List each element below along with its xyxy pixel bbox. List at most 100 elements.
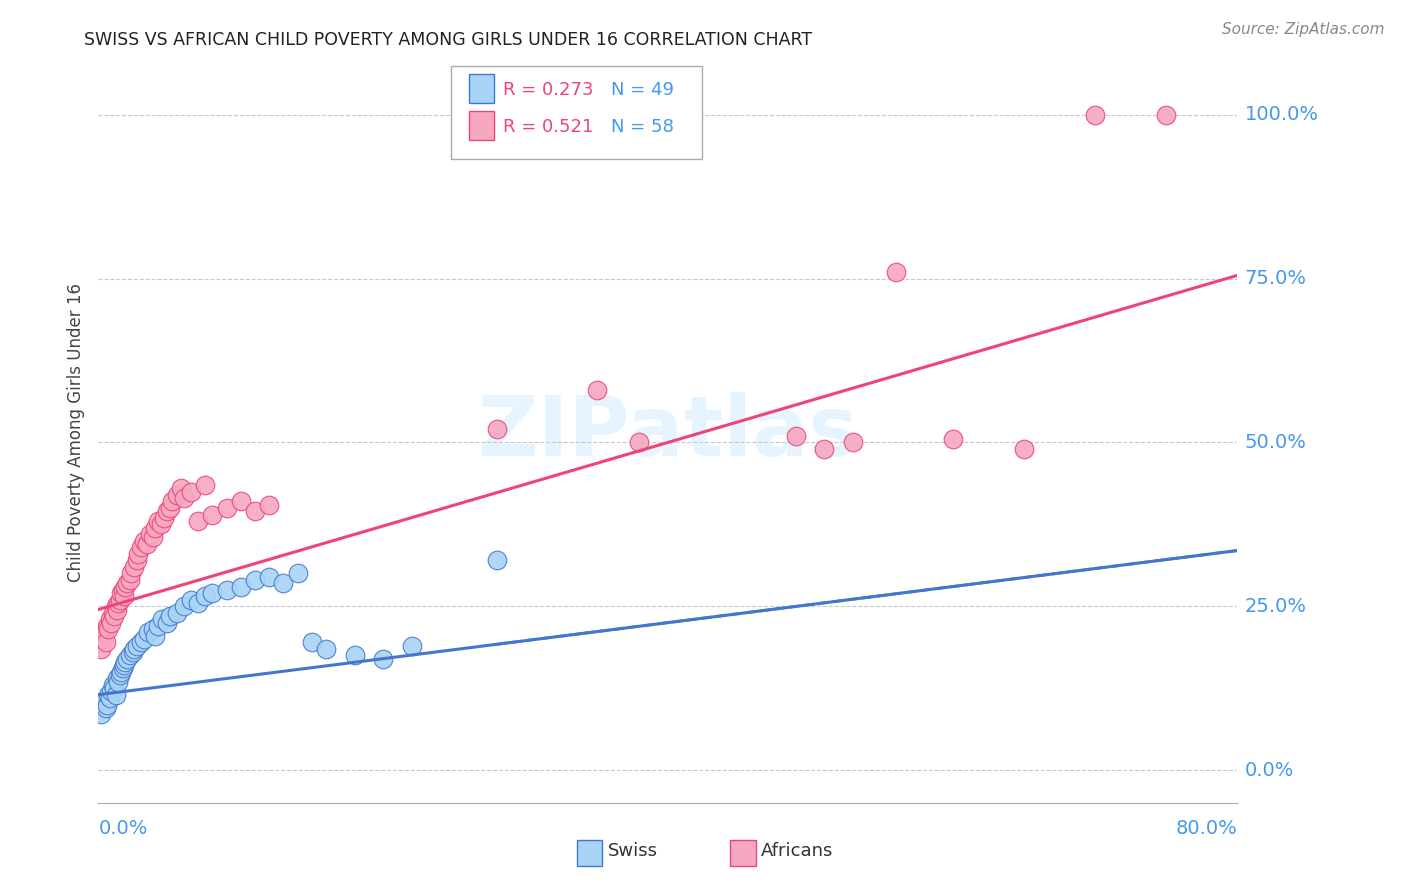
- Point: [108, 592, 131, 607]
- Point: [301, 635, 323, 649]
- Point: [111, 582, 134, 597]
- Text: SWISS VS AFRICAN CHILD POVERTY AMONG GIRLS UNDER 16 CORRELATION CHART: SWISS VS AFRICAN CHILD POVERTY AMONG GIR…: [84, 31, 813, 49]
- Point: [94, 700, 117, 714]
- Point: [1012, 442, 1035, 456]
- Text: 50.0%: 50.0%: [1244, 433, 1306, 452]
- Point: [173, 599, 195, 614]
- Point: [194, 478, 217, 492]
- Point: [98, 690, 121, 705]
- Point: [104, 688, 127, 702]
- Point: [229, 580, 252, 594]
- Point: [243, 504, 266, 518]
- FancyBboxPatch shape: [576, 840, 602, 866]
- Y-axis label: Child Poverty Among Girls Under 16: Child Poverty Among Girls Under 16: [66, 283, 84, 582]
- Point: [373, 651, 395, 665]
- Point: [287, 566, 309, 581]
- Point: [194, 590, 217, 604]
- Text: Africans: Africans: [761, 842, 834, 860]
- Point: [159, 609, 181, 624]
- Point: [111, 661, 134, 675]
- Point: [401, 639, 423, 653]
- Point: [156, 504, 179, 518]
- Point: [201, 586, 224, 600]
- Point: [842, 435, 865, 450]
- Point: [785, 429, 807, 443]
- Point: [180, 592, 202, 607]
- Point: [156, 615, 179, 630]
- FancyBboxPatch shape: [468, 73, 494, 103]
- Point: [315, 641, 337, 656]
- Text: 80.0%: 80.0%: [1175, 819, 1237, 838]
- Point: [215, 582, 238, 597]
- Text: 25.0%: 25.0%: [1244, 597, 1306, 615]
- Point: [145, 521, 167, 535]
- Point: [486, 422, 509, 436]
- Point: [90, 641, 112, 656]
- Point: [101, 678, 124, 692]
- Point: [215, 500, 238, 515]
- Point: [110, 586, 132, 600]
- Point: [148, 514, 170, 528]
- Point: [129, 541, 152, 555]
- Point: [136, 625, 159, 640]
- Point: [105, 602, 128, 616]
- Point: [115, 576, 138, 591]
- Point: [1084, 108, 1107, 122]
- Point: [115, 651, 138, 665]
- Point: [138, 527, 160, 541]
- Text: N = 49: N = 49: [612, 81, 673, 99]
- Point: [96, 619, 118, 633]
- Point: [127, 547, 149, 561]
- FancyBboxPatch shape: [451, 66, 702, 159]
- Point: [90, 707, 112, 722]
- Point: [129, 635, 152, 649]
- Point: [122, 560, 145, 574]
- Point: [114, 655, 136, 669]
- Point: [180, 484, 202, 499]
- Text: R = 0.521: R = 0.521: [503, 118, 593, 136]
- Point: [98, 612, 121, 626]
- Point: [813, 442, 835, 456]
- Point: [97, 622, 120, 636]
- Point: [170, 481, 193, 495]
- Point: [104, 599, 127, 614]
- Point: [122, 641, 145, 656]
- Text: 100.0%: 100.0%: [1244, 105, 1319, 124]
- Point: [100, 684, 122, 698]
- Point: [152, 612, 174, 626]
- Point: [585, 383, 607, 397]
- Text: 0.0%: 0.0%: [1244, 761, 1294, 780]
- Text: R = 0.273: R = 0.273: [503, 81, 593, 99]
- Point: [162, 494, 184, 508]
- Point: [107, 674, 129, 689]
- Point: [166, 606, 188, 620]
- Point: [343, 648, 366, 663]
- Point: [173, 491, 195, 505]
- FancyBboxPatch shape: [468, 111, 494, 140]
- Point: [159, 500, 181, 515]
- Point: [114, 580, 136, 594]
- Point: [148, 619, 170, 633]
- Point: [110, 665, 132, 679]
- Point: [942, 432, 965, 446]
- Point: [118, 648, 141, 663]
- Point: [153, 510, 176, 524]
- Point: [273, 576, 295, 591]
- Point: [135, 537, 157, 551]
- Text: N = 58: N = 58: [612, 118, 673, 136]
- Point: [97, 688, 120, 702]
- Point: [243, 573, 266, 587]
- Point: [103, 609, 125, 624]
- Point: [125, 639, 148, 653]
- Point: [187, 596, 209, 610]
- Point: [108, 668, 131, 682]
- Point: [101, 606, 124, 620]
- Text: Swiss: Swiss: [607, 842, 658, 860]
- Point: [112, 658, 135, 673]
- Point: [93, 625, 115, 640]
- Point: [145, 629, 167, 643]
- Point: [112, 590, 135, 604]
- Point: [259, 570, 281, 584]
- Point: [132, 632, 155, 646]
- Point: [229, 494, 252, 508]
